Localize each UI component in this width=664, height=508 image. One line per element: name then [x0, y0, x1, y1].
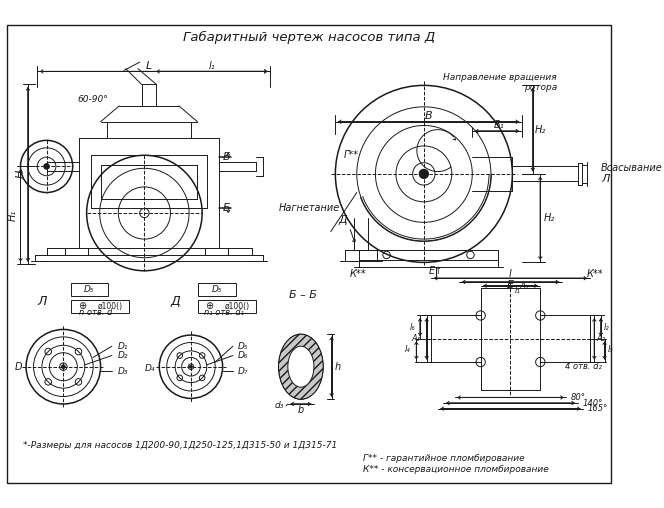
- Text: 4 отв. d₂: 4 отв. d₂: [564, 362, 602, 371]
- Text: D₅: D₅: [84, 285, 95, 294]
- Bar: [199, 283, 236, 296]
- Text: 165°: 165°: [588, 404, 608, 413]
- Text: ⊕: ⊕: [206, 301, 214, 311]
- Text: h: h: [335, 362, 341, 372]
- Text: Б – Б: Б – Б: [289, 290, 317, 300]
- Text: Е↑: Е↑: [429, 266, 443, 276]
- Text: *-Размеры для насосов 1Д200-90,1Д250-125,1Д315-50 и 1Д315-71: *-Размеры для насосов 1Д200-90,1Д250-125…: [23, 441, 337, 451]
- Text: n отв. d: n отв. d: [79, 308, 113, 317]
- Text: Направление вращения: Направление вращения: [444, 74, 557, 82]
- Text: ø100(): ø100(): [225, 302, 250, 311]
- Text: l₃: l₃: [608, 345, 613, 355]
- Text: l₄: l₄: [405, 345, 411, 355]
- Text: Л: Л: [37, 295, 46, 308]
- Text: К**: К**: [349, 269, 366, 278]
- Text: A₁: A₁: [519, 282, 529, 291]
- Text: ротора: ротора: [524, 83, 557, 92]
- Circle shape: [62, 365, 65, 369]
- Text: Г** - гарантийное пломбирование: Г** - гарантийное пломбирование: [363, 454, 525, 462]
- Text: l: l: [509, 269, 512, 278]
- Text: Габаритный чертеж насосов типа Д: Габаритный чертеж насосов типа Д: [183, 31, 436, 44]
- Text: Б: Б: [222, 152, 230, 162]
- Text: ø100(): ø100(): [98, 302, 122, 311]
- Text: 60-90°: 60-90°: [78, 95, 108, 104]
- Text: l₆: l₆: [410, 323, 416, 332]
- Text: n₁ отв. d₁: n₁ отв. d₁: [203, 308, 244, 317]
- Text: B₁: B₁: [494, 120, 505, 131]
- Circle shape: [189, 365, 193, 368]
- Text: Нагнетание: Нагнетание: [279, 203, 340, 213]
- Text: Всасывание: Всасывание: [601, 163, 663, 173]
- Ellipse shape: [288, 346, 314, 387]
- Text: Г**: Г**: [343, 150, 359, 160]
- Text: b: b: [297, 404, 304, 415]
- Circle shape: [60, 363, 67, 370]
- Text: К** - консервационное пломбирование: К** - консервационное пломбирование: [363, 465, 549, 473]
- Circle shape: [139, 208, 149, 217]
- Text: D₇: D₇: [238, 367, 248, 376]
- Bar: [199, 300, 256, 313]
- Text: L: L: [146, 61, 152, 71]
- Text: l₁: l₁: [209, 61, 216, 71]
- Text: A₃: A₃: [411, 334, 420, 343]
- Text: Л: Л: [601, 174, 609, 184]
- Bar: [71, 283, 108, 296]
- Text: D₅: D₅: [238, 342, 248, 351]
- Text: ⊕: ⊕: [78, 301, 86, 311]
- Text: B: B: [425, 111, 432, 121]
- Text: К**: К**: [587, 269, 604, 278]
- Text: D₄: D₄: [145, 364, 155, 373]
- Text: 80°: 80°: [571, 393, 586, 402]
- Text: Б: Б: [222, 203, 230, 213]
- Text: H: H: [15, 170, 25, 178]
- Circle shape: [419, 169, 428, 178]
- Text: H₂: H₂: [535, 125, 546, 135]
- Text: Д: Д: [338, 215, 347, 226]
- Text: H₁: H₁: [8, 209, 18, 220]
- Circle shape: [412, 163, 435, 185]
- Text: D: D: [15, 362, 23, 372]
- Text: l₁: l₁: [515, 286, 521, 295]
- Text: 140°: 140°: [582, 399, 603, 407]
- Text: D₁: D₁: [118, 342, 128, 351]
- Text: Е: Е: [507, 280, 514, 290]
- Circle shape: [44, 164, 49, 169]
- Text: d₃: d₃: [275, 401, 284, 410]
- Text: D₃: D₃: [118, 367, 128, 376]
- Text: D₂: D₂: [118, 351, 128, 360]
- Text: l₂: l₂: [604, 323, 610, 332]
- Text: D₆: D₆: [238, 351, 248, 360]
- Text: Д: Д: [170, 295, 180, 308]
- Ellipse shape: [278, 334, 323, 399]
- Bar: [71, 300, 129, 313]
- Text: D₅: D₅: [212, 285, 222, 294]
- Circle shape: [188, 364, 194, 369]
- Text: H₂: H₂: [544, 213, 555, 223]
- Text: A₂: A₂: [596, 334, 606, 343]
